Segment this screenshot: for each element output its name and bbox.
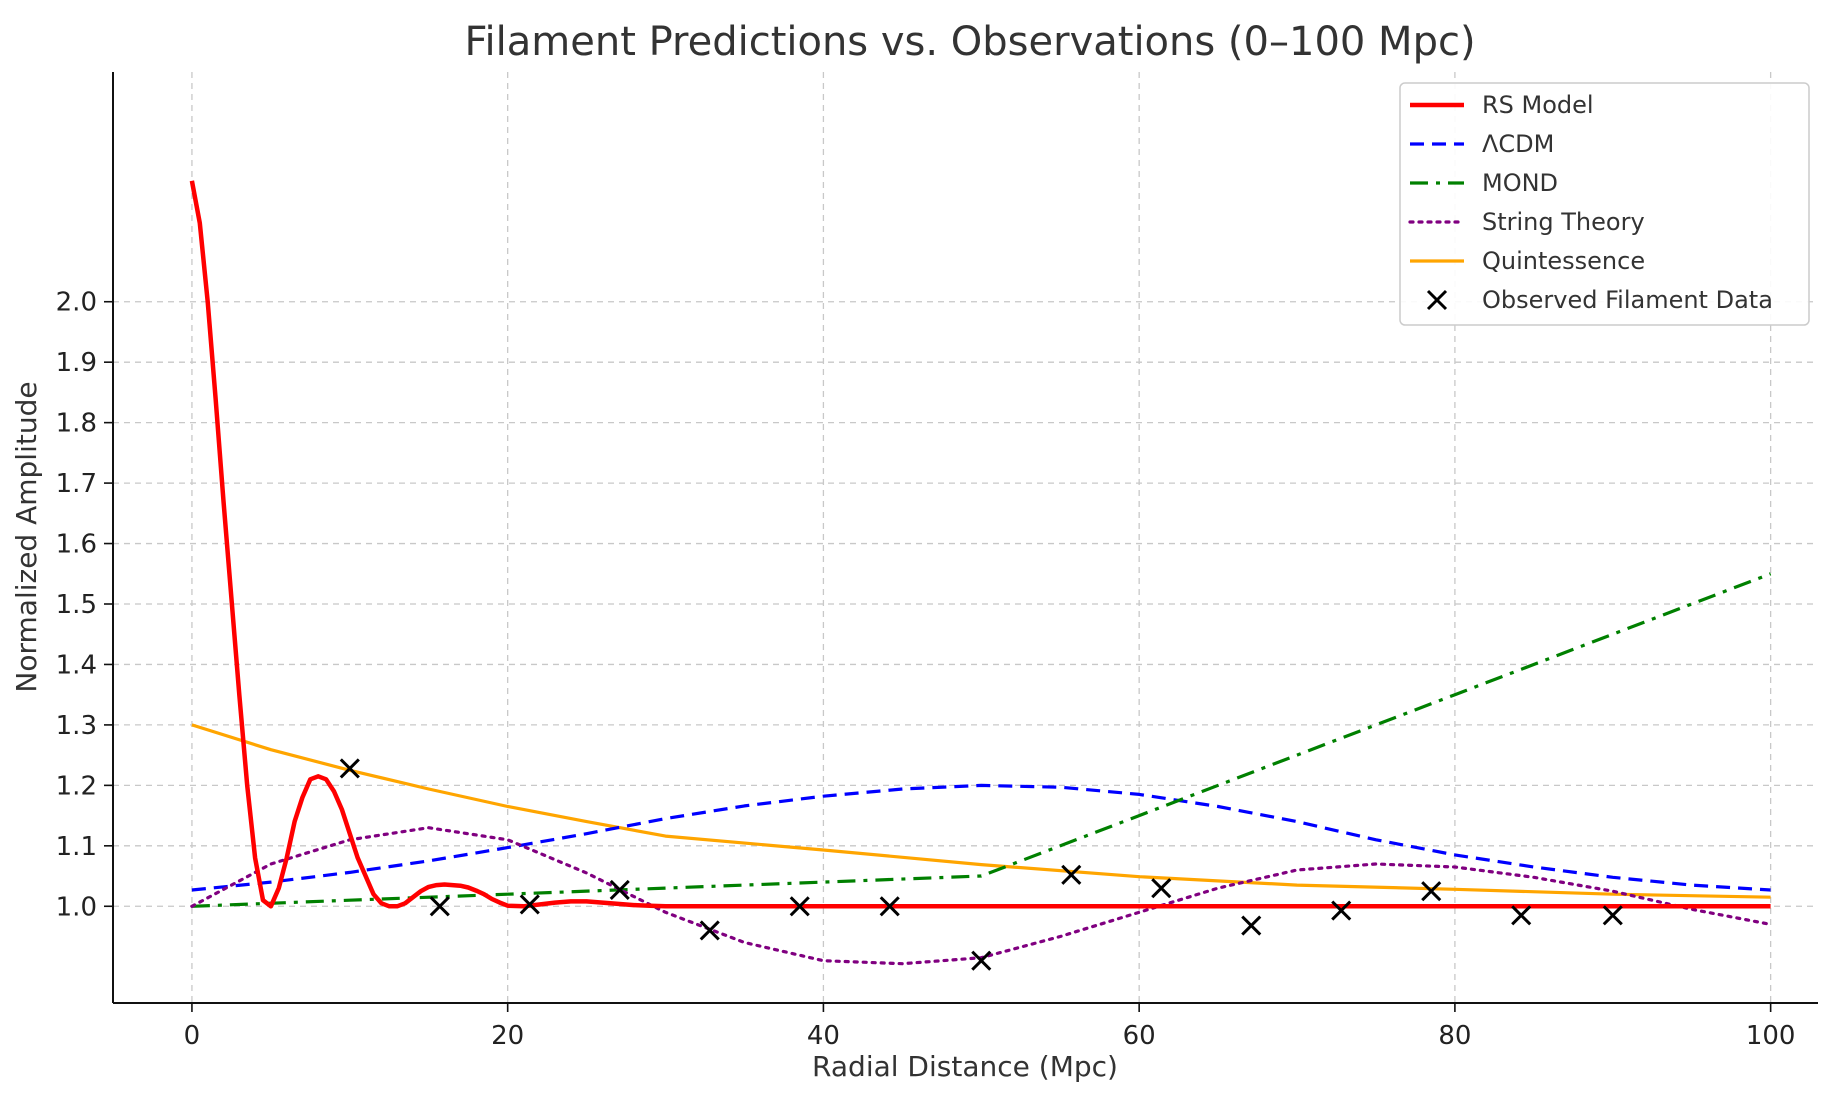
legend-item-string-theory: String Theory [1408, 208, 1645, 236]
legend-label: MOND [1482, 169, 1558, 197]
axes [112, 72, 1818, 1004]
y-axis-label: Normalized Amplitude [10, 381, 43, 692]
observed-data-point [879, 896, 900, 917]
y-tick-label: 1.8 [56, 409, 97, 439]
observed-data-markers [339, 758, 1623, 971]
x-axis-ticks: 0 20 40 60 80 100 [184, 1003, 1796, 1051]
observed-data-point [609, 879, 630, 901]
legend-item-mond: MOND [1410, 169, 1558, 197]
observed-data-point [789, 896, 810, 917]
legend-items: RS Model ΛCDM MOND String Theory Quintessenc… [1408, 91, 1773, 314]
x-tick-label: 20 [491, 1021, 524, 1051]
observed-data-point [1151, 878, 1172, 899]
y-axis-ticks: 1.0 1.1 1.2 1.3 1.4 1.5 1.6 1.7 1.8 1.9 2.0 [56, 288, 113, 922]
y-tick-label: 1.0 [56, 892, 97, 922]
y-tick-label: 1.3 [56, 711, 97, 741]
x-tick-label: 40 [807, 1021, 840, 1051]
legend-item-rs-model: RS Model [1410, 91, 1594, 119]
observed-marker-stroke [1061, 864, 1082, 885]
legend-box [1399, 82, 1810, 326]
series-line-string-theory [190, 826, 1773, 966]
x-tick-label: 0 [184, 1021, 201, 1051]
legend-label: ΛCDM [1482, 130, 1554, 158]
legend-label: Observed Filament Data [1482, 286, 1773, 314]
legend-item-cdm: ΛCDM [1410, 130, 1554, 158]
chart-title: Filament Predictions vs. Observations (0… [464, 19, 1475, 65]
y-tick-label: 1.5 [56, 590, 97, 620]
series-layer [189, 180, 1773, 966]
series-line-rs-model [189, 180, 1771, 909]
x-tick-label: 60 [1123, 1021, 1156, 1051]
observed-marker-stroke [1241, 915, 1262, 936]
observed-marker-stroke [519, 894, 540, 915]
observed-data-point [1602, 905, 1623, 926]
observed-data-point [699, 920, 720, 941]
observed-data-point [1421, 881, 1442, 902]
legend: RS Model ΛCDM MOND String Theory Quintessenc… [1399, 82, 1810, 326]
legend-item-quintessence: Quintessence [1410, 247, 1645, 275]
observed-marker-stroke [1602, 905, 1623, 926]
observed-data-point [429, 896, 450, 917]
series-line-cdm [191, 783, 1771, 892]
grid-lines [113, 72, 1818, 1003]
observed-data-point [1511, 905, 1532, 926]
y-tick-label: 1.9 [56, 348, 97, 378]
observed-marker-stroke [609, 879, 630, 901]
observed-data-point [1061, 864, 1082, 885]
observed-marker-stroke [879, 896, 900, 917]
y-tick-label: 2.0 [56, 288, 97, 318]
series-line-mond [191, 572, 1772, 908]
x-axis-label: Radial Distance (Mpc) [812, 1050, 1118, 1083]
observed-marker-stroke [1421, 881, 1442, 902]
y-tick-label: 1.1 [56, 832, 97, 862]
observed-marker-stroke [1511, 905, 1532, 926]
observed-data-point [339, 758, 360, 779]
legend-label: Quintessence [1482, 247, 1645, 275]
y-tick-label: 1.4 [56, 650, 97, 680]
legend-item-observed-filament-data: Observed Filament Data [1426, 286, 1773, 314]
observed-data-point [1241, 915, 1262, 936]
observed-marker-stroke [699, 920, 720, 941]
observed-marker-stroke [789, 896, 810, 917]
y-tick-label: 1.2 [56, 771, 97, 801]
y-tick-label: 1.6 [56, 530, 97, 560]
x-tick-label: 100 [1746, 1021, 1796, 1051]
observed-marker-stroke [339, 758, 360, 779]
legend-label: String Theory [1482, 208, 1645, 236]
observed-data-point [1331, 900, 1352, 921]
legend-swatch [1426, 289, 1448, 311]
y-tick-label: 1.7 [56, 469, 97, 499]
observed-marker-stroke [971, 950, 992, 971]
observed-marker-stroke [1151, 878, 1172, 899]
observed-data-point [971, 950, 992, 971]
x-tick-label: 80 [1438, 1021, 1471, 1051]
legend-label: RS Model [1482, 91, 1594, 119]
observed-data-point [519, 894, 540, 915]
observed-marker-stroke [429, 896, 450, 917]
observed-marker-stroke [1331, 900, 1352, 921]
